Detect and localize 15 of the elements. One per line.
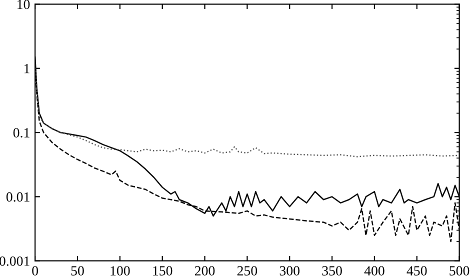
y-tick-label: 10 [18,0,30,10]
x-tick-label: 200 [194,266,215,276]
x-tick-label: 50 [71,266,84,276]
x-tick-label: 400 [364,266,384,276]
x-tick-label: 300 [280,266,300,276]
x-tick-label: 150 [153,266,172,276]
y-tick-label: 0.1 [13,128,30,138]
x-tick-label: 450 [406,266,427,276]
x-tick-label: 100 [110,266,130,276]
x-tick-label: 0 [32,266,38,276]
y-tick-label: 1 [24,64,30,74]
x-tick-label: 250 [237,266,258,276]
x-tick-label: 500 [450,266,470,276]
y-tick-label: 0.01 [6,192,30,202]
x-tick-label: 350 [322,266,342,276]
